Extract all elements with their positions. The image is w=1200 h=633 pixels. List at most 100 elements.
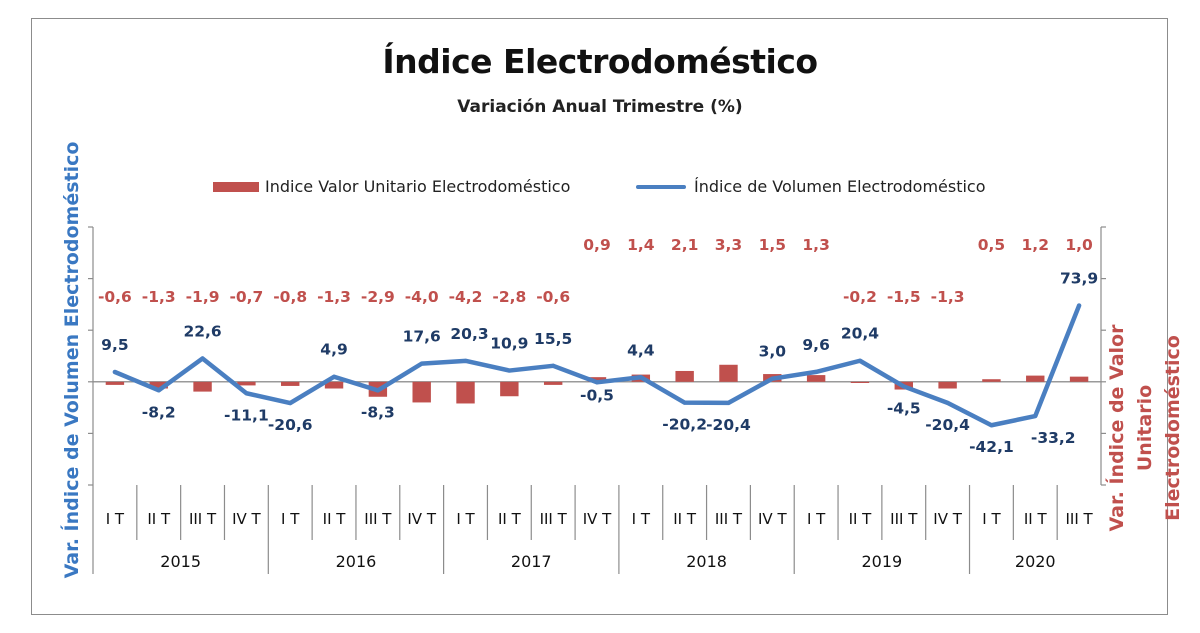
line-point-volumen <box>156 388 161 393</box>
bar-data-label: -4,0 <box>405 288 439 306</box>
bar-valor-unitario <box>281 381 300 386</box>
line-data-label: 9,5 <box>101 336 128 354</box>
bar-data-label: 1,5 <box>759 236 786 254</box>
line-point-volumen <box>507 368 512 373</box>
bar-valor-unitario <box>982 379 1001 382</box>
line-data-label: 9,6 <box>802 336 829 354</box>
year-label: 2015 <box>160 552 201 571</box>
quarter-label: IV T <box>758 510 787 528</box>
bar-data-label: -0,6 <box>98 288 132 306</box>
line-data-label: -20,2 <box>662 416 707 434</box>
quarter-label: I T <box>982 510 1001 528</box>
line-data-label: -4,5 <box>887 399 921 417</box>
quarter-label: I T <box>632 510 651 528</box>
chart-legend: Indice Valor Unitario Electrodoméstico Í… <box>0 177 1200 201</box>
line-point-volumen <box>945 400 950 405</box>
quarter-label: I T <box>106 510 125 528</box>
line-point-volumen <box>332 374 337 379</box>
line-point-volumen <box>638 375 643 380</box>
line-data-label: -0,5 <box>580 386 614 404</box>
line-point-volumen <box>1033 414 1038 419</box>
quarter-label: II T <box>849 510 873 528</box>
bar-valor-unitario <box>193 381 212 392</box>
quarter-label: I T <box>807 510 826 528</box>
line-point-volumen <box>901 384 906 389</box>
line-data-label: 3,0 <box>759 343 787 361</box>
bar-valor-unitario <box>719 364 738 382</box>
bar-valor-unitario <box>587 377 607 382</box>
line-data-label: -20,6 <box>268 416 313 434</box>
quarter-label: II T <box>1024 510 1048 528</box>
line-point-volumen <box>200 356 205 361</box>
bar-data-label: -0,8 <box>273 288 307 306</box>
bar-data-label: -0,6 <box>536 288 570 306</box>
bar-valor-unitario <box>500 381 519 397</box>
legend-item-valor-unitario: Indice Valor Unitario Electrodoméstico <box>213 177 570 196</box>
line-point-volumen <box>244 391 249 396</box>
quarter-label: IV T <box>933 510 962 528</box>
bar-valor-unitario <box>237 381 256 386</box>
year-label: 2019 <box>862 552 903 571</box>
bar-data-label: 3,3 <box>715 236 742 254</box>
line-point-volumen <box>419 361 424 366</box>
bar-valor-unitario <box>938 381 957 389</box>
quarter-label: II T <box>147 510 171 528</box>
line-data-label: -20,4 <box>706 416 751 434</box>
bar-data-label: -1,3 <box>142 288 176 306</box>
line-data-label: 10,9 <box>490 335 528 353</box>
quarter-label: I T <box>456 510 475 528</box>
line-data-label: -42,1 <box>969 438 1014 456</box>
line-data-label: -8,3 <box>361 403 395 421</box>
bar-data-label: -1,3 <box>317 288 351 306</box>
line-data-label: 4,9 <box>320 341 347 359</box>
line-point-volumen <box>989 423 994 428</box>
legend-swatch-line <box>636 184 686 189</box>
line-point-volumen <box>857 358 862 363</box>
bar-valor-unitario <box>1026 375 1045 382</box>
line-data-label: 17,6 <box>403 328 441 346</box>
line-data-label: 20,3 <box>450 325 488 343</box>
line-point-volumen <box>726 400 731 405</box>
line-data-label: 73,9 <box>1060 270 1098 288</box>
quarter-label: IV T <box>407 510 436 528</box>
chart-title: Índice Electrodoméstico <box>382 42 818 81</box>
quarter-label: III T <box>715 510 743 528</box>
quarter-label: III T <box>1065 510 1093 528</box>
bar-data-label: -0,7 <box>229 288 263 306</box>
line-point-volumen <box>288 401 293 406</box>
quarter-label: III T <box>540 510 568 528</box>
line-point-volumen <box>770 376 775 381</box>
legend-label-volumen: Índice de Volumen Electrodoméstico <box>694 177 986 196</box>
bar-valor-unitario <box>1069 376 1089 382</box>
bar-data-label: -1,3 <box>931 288 965 306</box>
quarter-label: III T <box>189 510 217 528</box>
year-label: 2016 <box>336 552 377 571</box>
line-point-volumen <box>682 400 687 405</box>
line-data-label: -11,1 <box>224 406 269 424</box>
line-point-volumen <box>814 369 819 374</box>
quarter-label: III T <box>364 510 392 528</box>
quarter-label: II T <box>673 510 697 528</box>
bar-valor-unitario <box>850 381 870 383</box>
bar-valor-unitario <box>806 375 826 382</box>
line-point-volumen <box>112 369 117 374</box>
line-point-volumen <box>463 358 468 363</box>
quarter-label: II T <box>323 510 347 528</box>
quarter-label: II T <box>498 510 522 528</box>
bar-data-label: -4,2 <box>449 288 483 306</box>
quarter-label: IV T <box>232 510 261 528</box>
bar-data-label: 1,0 <box>1065 236 1093 254</box>
bar-valor-unitario <box>105 381 125 385</box>
bar-data-label: -2,9 <box>361 288 395 306</box>
year-label: 2018 <box>686 552 727 571</box>
bar-data-label: -1,9 <box>186 288 220 306</box>
bar-data-label: -0,2 <box>843 288 877 306</box>
chart-subtitle: Variación Anual Trimestre (%) <box>457 97 743 117</box>
line-data-label: -8,2 <box>142 403 176 421</box>
year-label: 2017 <box>511 552 552 571</box>
legend-label-valor-unitario: Indice Valor Unitario Electrodoméstico <box>265 177 571 196</box>
legend-item-volumen: Índice de Volumen Electrodoméstico <box>636 177 986 196</box>
line-point-volumen <box>375 388 380 393</box>
bar-valor-unitario <box>324 381 344 389</box>
